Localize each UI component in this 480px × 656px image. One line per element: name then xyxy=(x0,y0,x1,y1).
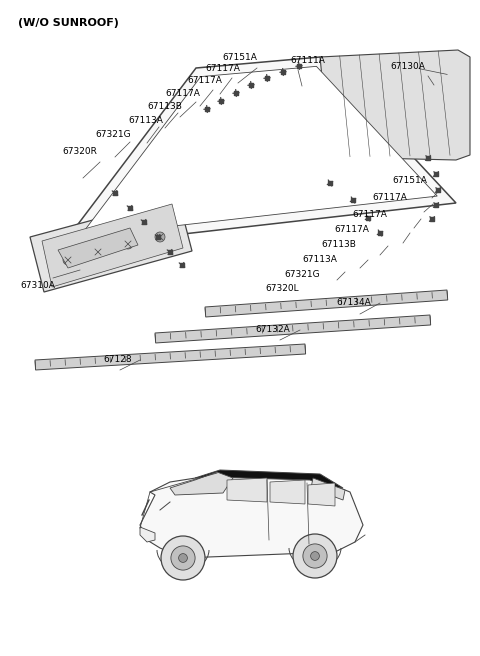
Polygon shape xyxy=(311,478,345,500)
Circle shape xyxy=(293,534,337,578)
Text: 67117A: 67117A xyxy=(165,89,200,98)
Text: 67113A: 67113A xyxy=(302,255,337,264)
Point xyxy=(154,232,162,242)
Circle shape xyxy=(303,544,327,568)
Polygon shape xyxy=(227,478,267,502)
Circle shape xyxy=(123,239,133,249)
Text: 67111A: 67111A xyxy=(290,56,325,65)
Text: 67320R: 67320R xyxy=(62,147,97,156)
Circle shape xyxy=(311,552,319,560)
Text: 67113B: 67113B xyxy=(147,102,182,111)
Polygon shape xyxy=(308,483,335,506)
Point xyxy=(279,67,287,77)
Point xyxy=(178,260,186,270)
Text: 67117A: 67117A xyxy=(205,64,240,73)
Point xyxy=(126,203,134,213)
Polygon shape xyxy=(60,57,456,248)
Text: 67128: 67128 xyxy=(103,355,132,364)
Point xyxy=(432,199,440,210)
Text: 67132A: 67132A xyxy=(255,325,290,334)
Text: 67113B: 67113B xyxy=(321,240,356,249)
Point xyxy=(203,104,211,114)
Polygon shape xyxy=(42,204,183,287)
Circle shape xyxy=(171,546,195,570)
Point xyxy=(295,61,303,72)
Text: 67310A: 67310A xyxy=(20,281,55,290)
Text: 67117A: 67117A xyxy=(334,225,369,234)
Polygon shape xyxy=(35,344,306,370)
Point xyxy=(217,96,225,106)
Circle shape xyxy=(179,554,187,562)
Polygon shape xyxy=(170,472,233,495)
Text: 67321G: 67321G xyxy=(284,270,320,279)
Point xyxy=(434,185,442,195)
Point xyxy=(247,80,255,91)
Polygon shape xyxy=(140,527,155,542)
Text: 67320L: 67320L xyxy=(265,284,299,293)
Text: 67117A: 67117A xyxy=(372,193,407,202)
Point xyxy=(263,73,271,83)
Polygon shape xyxy=(155,315,431,343)
Point xyxy=(140,216,148,227)
Point xyxy=(326,178,334,188)
Point xyxy=(349,195,357,205)
Polygon shape xyxy=(58,228,138,268)
Point xyxy=(376,228,384,238)
Text: 67117A: 67117A xyxy=(352,210,387,219)
Polygon shape xyxy=(205,290,448,317)
Point xyxy=(364,213,372,223)
Text: (W/O SUNROOF): (W/O SUNROOF) xyxy=(18,18,119,28)
Text: 67130A: 67130A xyxy=(390,62,425,71)
Text: 67151A: 67151A xyxy=(222,53,257,62)
Circle shape xyxy=(155,232,165,242)
Point xyxy=(428,214,436,224)
Polygon shape xyxy=(320,50,470,160)
Polygon shape xyxy=(30,197,192,292)
Circle shape xyxy=(161,536,205,580)
Polygon shape xyxy=(195,470,343,488)
Point xyxy=(424,153,432,163)
Circle shape xyxy=(93,247,103,257)
Text: 67151A: 67151A xyxy=(392,176,427,185)
Circle shape xyxy=(63,255,73,265)
Polygon shape xyxy=(140,475,363,558)
Text: 67321G: 67321G xyxy=(95,130,131,139)
Point xyxy=(111,188,119,198)
Polygon shape xyxy=(80,66,437,237)
Text: 67113A: 67113A xyxy=(128,116,163,125)
Point xyxy=(432,169,440,179)
Text: 67117A: 67117A xyxy=(187,76,222,85)
Point xyxy=(232,88,240,98)
Point xyxy=(166,247,174,257)
Polygon shape xyxy=(270,480,305,504)
Text: 67134A: 67134A xyxy=(336,298,371,307)
